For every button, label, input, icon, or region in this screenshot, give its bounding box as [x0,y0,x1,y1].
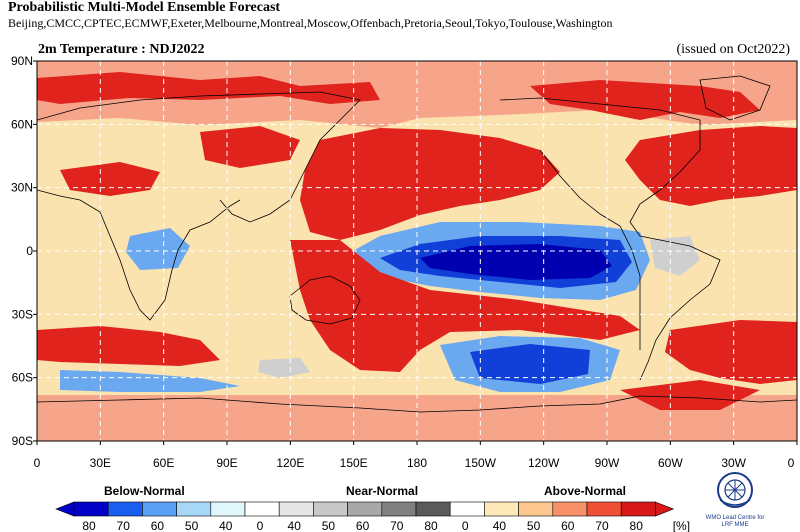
legend-swatch [313,501,348,517]
legend-arrow-right [655,501,675,517]
wmo-emblem-icon [717,472,753,508]
legend-swatch [484,501,519,517]
page-title: Probabilistic Multi-Model Ensemble Forec… [8,0,281,15]
latitude-label: 90N [11,54,33,68]
legend-swatch [449,501,485,517]
eurasia-warm [200,126,300,168]
africa-coast [37,189,241,321]
legend-bar: 80 70 60 50 40 0 40 50 60 70 80 0 40 50 60 70 80 [%] [55,501,690,532]
legend-tick-label: [%] [673,519,690,532]
legend-tick-label: 60 [356,519,370,532]
legend-above-normal: Above-Normal [544,484,627,498]
australia-coast [289,275,361,325]
latitude-label: 60N [11,117,33,131]
arctic-warm-band [37,61,797,128]
legend-arrow-left [55,501,75,517]
longitude-label: 120W [528,456,560,470]
longitude-label: 120E [276,456,304,470]
legend-swatch [176,501,212,517]
legend-tick-label: 50 [527,519,541,532]
legend-swatch [73,501,109,517]
latitude-label: 0 [26,244,33,258]
wmo-logo: WMO Lead Centre for LRF MME [700,470,770,530]
latitude-labels: 90N 60N 30N 0 30S 60S 90S [11,54,33,448]
wmo-logo-line1: WMO Lead Centre for [705,515,765,521]
coastlines [37,75,797,413]
antarctica-coast [37,395,797,413]
near-normal-patch [258,358,310,378]
latitude-label: 30S [12,307,33,321]
arctic-strong-warm [37,72,380,104]
south-atlantic-warm [665,320,797,384]
longitude-label: 180 [407,456,427,470]
south-america-coast-warm [620,380,760,410]
longitude-label: 90W [595,456,620,470]
near-normal-amazon [650,236,700,276]
indian-ocean-warm [37,326,220,366]
legend-tick-label: 60 [561,519,575,532]
legend-tick-label: 0 [462,519,469,532]
contributing-centres: Beijing,CMCC,CPTEC,ECMWF,Exeter,Melbourn… [8,16,613,30]
longitude-label: 60E [153,456,174,470]
longitude-label: 90E [216,456,237,470]
legend-swatch [552,501,588,517]
graticule [37,61,797,441]
legend-swatch [278,501,314,517]
legend-tick-label: 70 [390,519,404,532]
legend-swatch [586,501,622,517]
legend-tick-label: 80 [424,519,438,532]
legend-below-normal: Below-Normal [104,484,185,498]
legend-tick-label: 40 [493,519,507,532]
legend-tick-label: 70 [595,519,609,532]
legend-tick-label: 40 [219,519,233,532]
longitude-label: 150W [465,456,497,470]
legend-tick-label: 0 [257,519,264,532]
indian-ocean-cool [60,370,240,392]
legend-tick-label: 80 [630,519,644,532]
legend-tick-label: 80 [82,519,96,532]
latitude-label: 30N [11,181,33,195]
eurasia-coast [37,91,361,223]
greenland-coast [699,75,771,121]
north-atlantic-warm [625,126,797,206]
americas-coast [499,97,721,381]
variable-title: 2m Temperature : NDJ2022 [38,42,205,57]
legend-swatch [518,501,554,517]
axis-ticks [33,60,798,445]
americas-west-coast [539,149,641,350]
north-pacific-warm [300,128,560,240]
legend-swatch [415,501,451,517]
legend-tick-label: 50 [322,519,336,532]
pacific-cold-core [420,244,612,280]
legend-swatch [210,501,246,517]
africa-cool [126,228,190,270]
latitude-label: 90S [12,434,33,448]
legend-near-normal: Near-Normal [346,484,419,498]
legend-tick-label: 60 [151,519,165,532]
south-pacific-cold-core [470,344,590,384]
longitude-label: 0 [788,456,795,470]
latitude-label: 60S [12,371,33,385]
legend-swatch [347,501,383,517]
issued-date: (issued on Oct2022) [676,42,790,57]
longitude-label: 0 [34,456,41,470]
longitude-label: 30E [90,456,111,470]
longitude-label: 150E [340,456,368,470]
legend-tick-label: 50 [185,519,199,532]
legend-swatch [107,501,143,517]
legend-swatch [244,501,280,517]
legend-tick-label: 40 [288,519,302,532]
longitude-label: 30W [721,456,746,470]
wmo-logo-line2: LRF MME [721,522,749,528]
legend-tick-label: 70 [117,519,131,532]
legend-swatch [381,501,417,517]
longitude-label: 60W [658,456,683,470]
west-pacific-warm [290,240,640,372]
legend-swatch [620,501,656,517]
longitude-labels: 0 30E 60E 90E 120E 150E 180 150W 120W 90W 60W 30W 0 [34,456,795,470]
legend-swatch [142,501,177,517]
